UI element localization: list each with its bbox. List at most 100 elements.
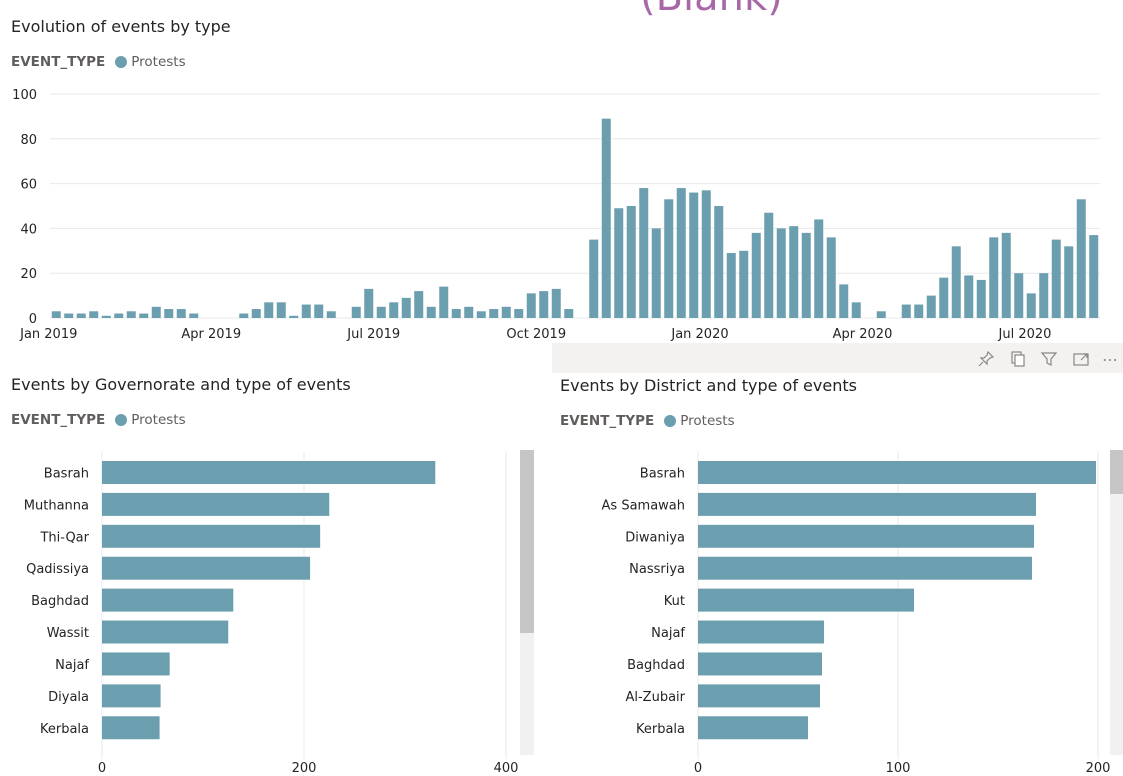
bar[interactable] bbox=[101, 315, 111, 318]
bar[interactable] bbox=[551, 288, 561, 318]
bar[interactable] bbox=[426, 306, 436, 318]
bar[interactable] bbox=[839, 284, 849, 318]
bar[interactable] bbox=[964, 275, 974, 318]
district-scrollbar-thumb[interactable] bbox=[1110, 450, 1123, 494]
bar[interactable] bbox=[698, 492, 1036, 516]
bar[interactable] bbox=[564, 309, 574, 318]
bar[interactable] bbox=[289, 315, 299, 318]
bar[interactable] bbox=[76, 313, 86, 318]
bar[interactable] bbox=[698, 588, 914, 612]
bar[interactable] bbox=[102, 684, 161, 708]
bar[interactable] bbox=[614, 208, 624, 318]
bar[interactable] bbox=[698, 524, 1034, 548]
bar[interactable] bbox=[698, 652, 822, 676]
focus-mode-icon[interactable] bbox=[1070, 348, 1092, 370]
bar[interactable] bbox=[251, 309, 261, 318]
bar[interactable] bbox=[102, 652, 170, 676]
bar[interactable] bbox=[698, 716, 808, 740]
bar[interactable] bbox=[651, 228, 661, 318]
bar[interactable] bbox=[264, 302, 274, 318]
bar[interactable] bbox=[776, 228, 786, 318]
evolution-chart[interactable]: 0 20 40 60 80 100 Jan 2019 Apr 2019 Jul 2019 Oct … bbox=[0, 80, 1110, 345]
bar[interactable] bbox=[89, 311, 99, 318]
bar[interactable] bbox=[501, 306, 511, 318]
bar[interactable] bbox=[351, 306, 361, 318]
bar[interactable] bbox=[1001, 232, 1011, 318]
bar[interactable] bbox=[789, 226, 799, 318]
bar[interactable] bbox=[364, 288, 374, 318]
bar[interactable] bbox=[126, 311, 136, 318]
bar[interactable] bbox=[926, 295, 936, 318]
bar[interactable] bbox=[239, 313, 249, 318]
legend-entry-protests[interactable]: Protests bbox=[131, 412, 186, 428]
bar[interactable] bbox=[701, 190, 711, 318]
bar[interactable] bbox=[326, 311, 336, 318]
governorate-scrollbar[interactable] bbox=[520, 450, 534, 755]
bar[interactable] bbox=[814, 219, 824, 318]
bar[interactable] bbox=[989, 237, 999, 318]
bar[interactable] bbox=[1014, 273, 1024, 318]
bar[interactable] bbox=[102, 588, 234, 612]
bar[interactable] bbox=[726, 253, 736, 318]
bar[interactable] bbox=[451, 309, 461, 318]
bar[interactable] bbox=[139, 313, 149, 318]
bar[interactable] bbox=[476, 311, 486, 318]
district-chart[interactable]: 0 100 200 Basrah As Samawah Diwaniya Nassriya K… bbox=[555, 445, 1110, 776]
bar[interactable] bbox=[489, 309, 499, 318]
bar[interactable] bbox=[826, 237, 836, 318]
bar[interactable] bbox=[698, 556, 1032, 580]
bar[interactable] bbox=[102, 620, 229, 644]
bar[interactable] bbox=[664, 199, 674, 318]
bar[interactable] bbox=[764, 212, 774, 318]
bar[interactable] bbox=[51, 311, 61, 318]
bar[interactable] bbox=[102, 524, 321, 548]
bar[interactable] bbox=[539, 291, 549, 318]
bar[interactable] bbox=[189, 313, 199, 318]
bar[interactable] bbox=[951, 246, 961, 318]
bar[interactable] bbox=[376, 306, 386, 318]
bar[interactable] bbox=[1051, 239, 1061, 318]
bar[interactable] bbox=[151, 306, 161, 318]
bar[interactable] bbox=[901, 304, 911, 318]
filter-icon[interactable] bbox=[1038, 348, 1060, 370]
bar[interactable] bbox=[714, 206, 724, 318]
bar[interactable] bbox=[1064, 246, 1074, 318]
bar[interactable] bbox=[639, 188, 649, 318]
pin-icon[interactable] bbox=[975, 348, 997, 370]
bar[interactable] bbox=[164, 309, 174, 318]
bar[interactable] bbox=[464, 306, 474, 318]
evolution-legend[interactable]: EVENT_TYPE Protests bbox=[11, 54, 186, 70]
bar[interactable] bbox=[689, 192, 699, 318]
bar[interactable] bbox=[526, 293, 536, 318]
bar[interactable] bbox=[314, 304, 324, 318]
bar[interactable] bbox=[114, 313, 124, 318]
bar[interactable] bbox=[414, 291, 424, 318]
bar[interactable] bbox=[389, 302, 399, 318]
bar[interactable] bbox=[976, 279, 986, 318]
bar[interactable] bbox=[939, 277, 949, 318]
bar[interactable] bbox=[739, 250, 749, 318]
bar[interactable] bbox=[698, 620, 824, 644]
bar[interactable] bbox=[514, 309, 524, 318]
bar[interactable] bbox=[276, 302, 286, 318]
bar[interactable] bbox=[176, 309, 186, 318]
bar[interactable] bbox=[801, 232, 811, 318]
bar[interactable] bbox=[1076, 199, 1086, 318]
bar[interactable] bbox=[102, 556, 311, 580]
governorate-scrollbar-thumb[interactable] bbox=[520, 450, 534, 633]
bar[interactable] bbox=[439, 286, 449, 318]
bar[interactable] bbox=[1089, 235, 1099, 318]
district-legend[interactable]: EVENT_TYPE Protests bbox=[560, 413, 735, 429]
bar[interactable] bbox=[301, 304, 311, 318]
legend-entry-protests[interactable]: Protests bbox=[131, 54, 186, 70]
district-scrollbar[interactable] bbox=[1110, 450, 1123, 755]
governorate-legend[interactable]: EVENT_TYPE Protests bbox=[11, 412, 186, 428]
bar[interactable] bbox=[1039, 273, 1049, 318]
copy-icon[interactable] bbox=[1007, 348, 1029, 370]
bar[interactable] bbox=[698, 461, 1096, 484]
bar[interactable] bbox=[64, 313, 74, 318]
bar[interactable] bbox=[601, 118, 611, 318]
bar[interactable] bbox=[851, 302, 861, 318]
bar[interactable] bbox=[1026, 293, 1036, 318]
bar[interactable] bbox=[626, 206, 636, 318]
